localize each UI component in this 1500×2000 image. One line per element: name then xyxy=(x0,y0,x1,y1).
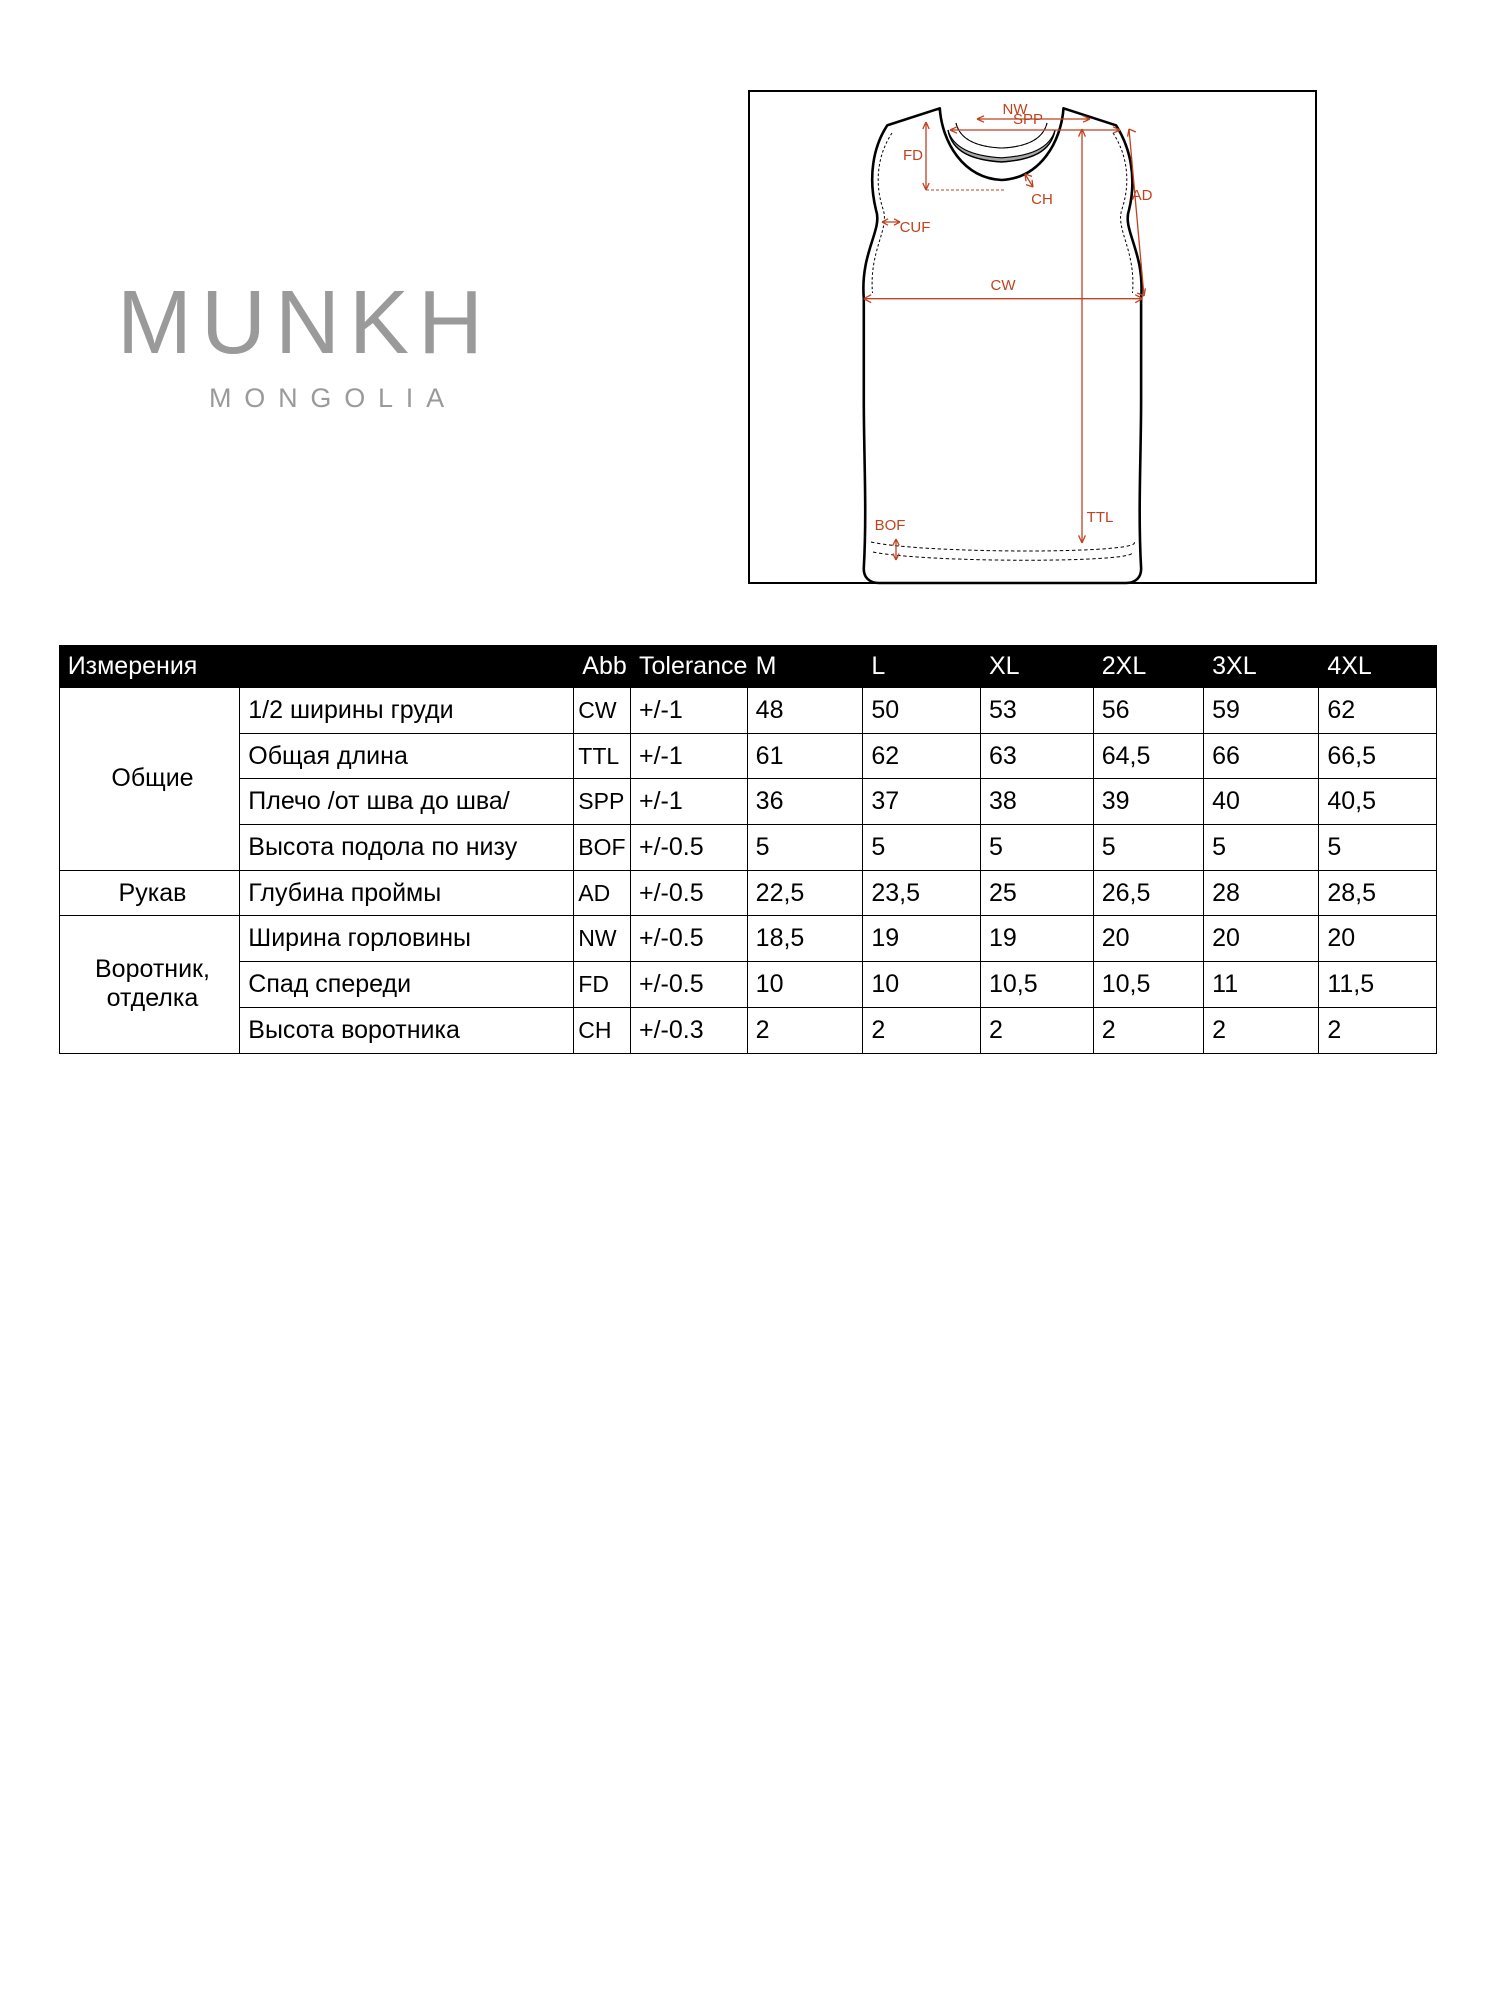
svg-text:SPP: SPP xyxy=(1013,111,1043,128)
svg-text:CH: CH xyxy=(1031,191,1053,208)
svg-text:CUF: CUF xyxy=(900,219,931,236)
svg-text:AD: AD xyxy=(1132,187,1153,204)
svg-text:TTL: TTL xyxy=(1087,509,1114,526)
svg-text:FD: FD xyxy=(903,147,923,164)
svg-text:CW: CW xyxy=(991,277,1017,294)
svg-text:BOF: BOF xyxy=(875,517,906,534)
